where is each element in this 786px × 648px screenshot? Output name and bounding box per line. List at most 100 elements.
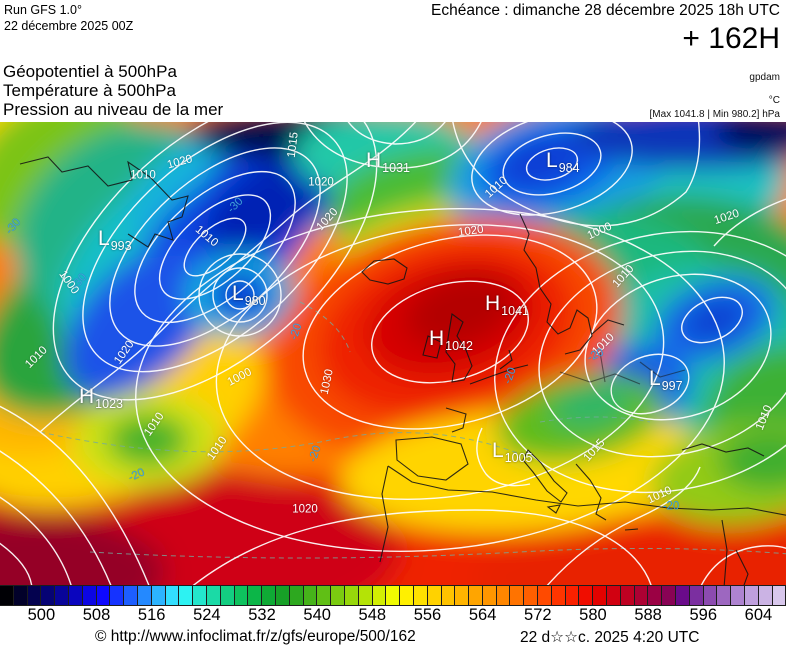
isobar-label: 1020 xyxy=(457,223,485,239)
colorbar-cell xyxy=(12,585,28,606)
colorbar-cell xyxy=(702,585,718,606)
temperature-label: -20 xyxy=(307,444,324,464)
colorbar-cell xyxy=(481,585,497,606)
colorbar-tick: 572 xyxy=(524,606,552,624)
forecast-valid-time: Echéance : dimanche 28 décembre 2025 18h… xyxy=(431,2,780,19)
isobar-label: 1010 xyxy=(142,410,167,439)
isobar-label: 1010 xyxy=(205,434,230,463)
colorbar-cell xyxy=(192,585,207,606)
colorbar-cell xyxy=(385,585,401,606)
copyright-url: © http://www.infoclimat.fr/z/gfs/europe/… xyxy=(95,628,416,645)
colorbar-cell xyxy=(302,585,318,606)
colorbar-cell xyxy=(136,585,152,606)
temperature-dashed-contours xyxy=(39,301,786,559)
pressure-center-H1023: H1023 xyxy=(79,385,123,411)
colorbar-cell xyxy=(316,585,332,606)
colorbar-cell xyxy=(357,585,373,606)
colorbar-cell xyxy=(288,585,304,606)
colorbar-cell xyxy=(440,585,456,606)
colorbar-tick: 540 xyxy=(303,606,331,624)
isobar-label: 1020 xyxy=(314,205,341,234)
isobar-label: 1020 xyxy=(112,338,137,367)
colorbar xyxy=(0,585,786,606)
weather-map: L993 H1031 L984 L980 H1041 H1042 H1023 L997 L100… xyxy=(0,122,786,585)
pressure-center-L980: L980 xyxy=(232,282,266,308)
isobar-label: 1010 xyxy=(130,169,156,182)
isobar-label: 1020 xyxy=(292,503,318,516)
colorbar-cell xyxy=(578,585,594,606)
colorbar-tick: 604 xyxy=(744,606,773,624)
parameter-titles: Géopotentiel à 500hPa Température à 500h… xyxy=(3,62,223,119)
run-model: Run GFS 1.0° xyxy=(4,3,82,17)
run-date: 22 décembre 2025 00Z xyxy=(4,19,134,33)
colorbar-cell xyxy=(550,585,566,606)
colorbar-cell xyxy=(178,585,194,606)
colorbar-tick: 508 xyxy=(82,606,111,624)
colorbar-cell xyxy=(95,585,111,606)
colorbar-cell xyxy=(523,585,539,606)
colorbar-cell xyxy=(564,585,580,606)
colorbar-cell xyxy=(619,585,635,606)
isobar-label: 1020 xyxy=(308,176,334,189)
colorbar-cell xyxy=(247,585,263,606)
pressure-center-L984: L984 xyxy=(546,149,580,175)
colorbar-cell xyxy=(592,585,608,606)
footer: © http://www.infoclimat.fr/z/gfs/europe/… xyxy=(0,626,786,648)
colorbar-cell xyxy=(661,585,677,606)
isobar-label: 1010 xyxy=(482,174,511,201)
colorbar-tick: 532 xyxy=(248,606,276,624)
coastlines xyxy=(19,156,786,585)
colorbar-cell xyxy=(606,585,621,606)
isobar-label: 1010 xyxy=(610,262,637,291)
colorbar-cell xyxy=(40,585,56,606)
colorbar-cell xyxy=(164,585,180,606)
colorbar-tick: 580 xyxy=(579,606,607,624)
colorbar-cell xyxy=(509,585,525,606)
colorbar-cell xyxy=(688,585,704,606)
colorbar-cell xyxy=(371,585,387,606)
colorbar-cell xyxy=(537,585,552,606)
unit-gpdam: gpdam xyxy=(749,72,780,83)
isobar-label: 1010 xyxy=(192,223,221,250)
isobar-label: 1000 xyxy=(225,366,254,389)
temperature-label: -20 xyxy=(662,500,680,513)
map-overlay: L993 H1031 L984 L980 H1041 H1042 H1023 L997 L100… xyxy=(0,122,786,585)
colorbar-ticks: 500 508 516 524 532 540 548 556 564 572 580 588 596 6… xyxy=(0,606,786,626)
colorbar-cell xyxy=(412,585,428,606)
colorbar-cell xyxy=(81,585,97,606)
pressure-center-H1041: H1041 xyxy=(485,292,529,318)
colorbar-cell xyxy=(716,585,732,606)
run-info: Run GFS 1.0° 22 décembre 2025 00Z xyxy=(4,2,133,34)
pressure-center-H1031: H1031 xyxy=(366,149,410,175)
colorbar-cell xyxy=(67,585,83,606)
colorbar-cell xyxy=(219,585,235,606)
pressure-minmax: [Max 1041.8 | Min 980.2] hPa xyxy=(649,109,780,120)
isobar-label: 1020 xyxy=(712,207,741,227)
colorbar-cell xyxy=(261,585,276,606)
colorbar-cell xyxy=(150,585,166,606)
isobar-label: 1010 xyxy=(753,403,775,432)
colorbar-cell xyxy=(730,585,746,606)
colorbar-tick: 500 xyxy=(27,606,56,624)
pressure-center-L997: L997 xyxy=(649,367,683,393)
isobar-label: 1000 xyxy=(585,220,614,243)
colorbar-cell xyxy=(495,585,511,606)
colorbar-cell xyxy=(454,585,470,606)
temperature-label: -30 xyxy=(225,195,246,216)
colorbar-cell xyxy=(757,585,773,606)
temperature-label: -20 xyxy=(288,322,305,342)
pressure-center-H1042: H1042 xyxy=(429,327,473,353)
generation-timestamp: 22 d☆☆c. 2025 4:20 UTC xyxy=(520,629,700,646)
temperature-label: -20 xyxy=(585,346,606,365)
colorbar-cell xyxy=(54,585,69,606)
colorbar-cell xyxy=(330,585,345,606)
colorbar-tick: 548 xyxy=(358,606,387,624)
colorbar-cell xyxy=(771,585,786,606)
temperature-label: -20 xyxy=(126,466,147,485)
pressure-center-L993: L993 xyxy=(98,227,132,253)
colorbar-cell xyxy=(109,585,125,606)
colorbar-tick: 564 xyxy=(468,606,497,624)
temperature-label: -30 xyxy=(3,216,24,237)
isobar-label: 1030 xyxy=(318,368,336,396)
